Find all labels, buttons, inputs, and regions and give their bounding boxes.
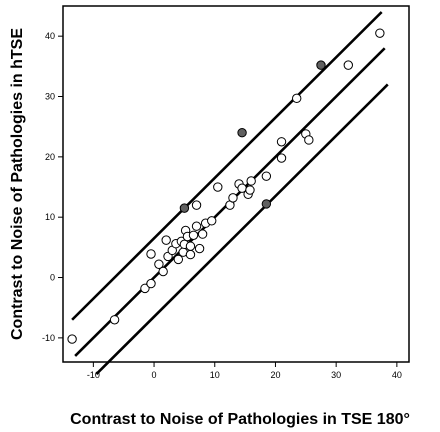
filled-data-point [237,128,247,138]
data-point [67,334,77,344]
data-point [276,153,287,163]
data-point [207,216,217,226]
data-point [191,221,202,231]
x-tick-label: -10 [87,370,100,380]
x-tick-label: 10 [210,370,220,380]
y-tick-label: -10 [42,333,55,343]
data-point [304,135,314,145]
data-point [213,182,223,192]
data-point [146,249,156,259]
filled-data-point [261,199,272,209]
data-point [343,60,353,70]
data-point [161,235,171,245]
y-tick-label: 10 [45,212,55,222]
data-point [140,283,150,294]
data-point [246,176,256,186]
data-point [188,230,199,240]
data-point [245,185,255,195]
data-point [276,137,287,147]
ticks-layer: -10 0 10 20 30 40 -10 0 10 20 30 40 [42,31,402,380]
x-tick-label: 20 [270,370,280,380]
data-point [292,93,302,104]
lower-limit-line [95,83,389,375]
x-tick-label: 0 [152,370,157,380]
y-axis-title: Contrast to Noise of Pathologies in hTSE [9,28,26,340]
upper-limit-line [71,11,383,321]
x-tick-label: 40 [392,370,402,380]
points-layer [67,28,385,344]
y-tick-label: 20 [45,152,55,162]
data-point [185,241,196,251]
data-point [191,200,202,210]
data-point [375,28,385,38]
data-point [228,193,238,203]
filled-data-point [316,60,326,70]
data-point [109,315,120,325]
data-point [261,171,272,181]
data-point [146,278,156,289]
data-point [197,229,208,239]
y-tick-label: 0 [50,273,55,283]
data-point [173,254,184,265]
x-tick-label: 30 [331,370,341,380]
data-point [185,249,196,260]
y-tick-label: 40 [45,31,55,41]
data-point [158,266,168,277]
x-axis-title: Contrast to Noise of Pathologies in TSE … [70,411,410,428]
data-point [194,243,205,254]
y-tick-label: 30 [45,92,55,102]
data-point [154,259,164,269]
filled-data-point [179,203,190,213]
